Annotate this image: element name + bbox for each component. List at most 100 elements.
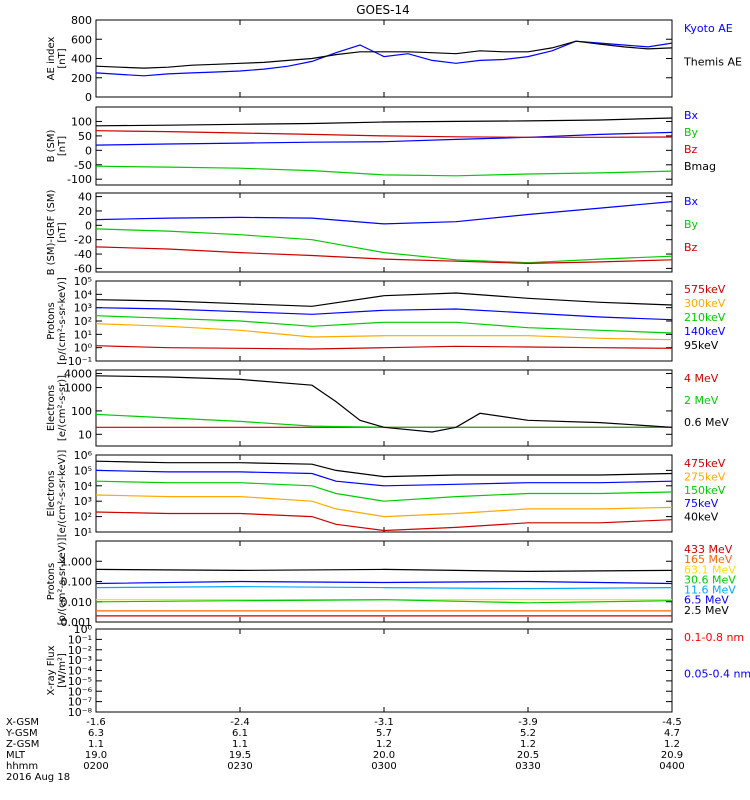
y-axis-label: [p/(cm²-s-sr-keV)] [57, 277, 68, 365]
y-tick-label: 100 [71, 115, 92, 128]
panel-protons2: 0.001 0.010 0.100 1.000 Protons [p/(cm²-s-sr-… [46, 538, 736, 629]
series-line-bz [95, 130, 673, 138]
legend-entry: Bmag [684, 160, 716, 173]
series-line-bz [95, 246, 673, 265]
orbit-table: X-GSM -1.6 -2.4 -3.1 -3.9 -4.5 Y-GSM 6.3 6.1 5.7 5… [5, 717, 685, 783]
series-line-210kev [95, 315, 673, 334]
y-tick-label: 1000 [64, 382, 92, 395]
y-tick-label: 10² [74, 315, 92, 328]
orbit-row-label: X-GSM [6, 717, 39, 728]
y-tick-label: 0 [85, 144, 92, 157]
legend-entry: Bz [684, 143, 698, 156]
orbit-row-label: Y-GSM [5, 728, 38, 739]
y-tick-label: 10⁻² [68, 644, 92, 657]
orbit-value: 1.2 [376, 739, 392, 750]
y-tick-label: 10⁻³ [68, 654, 92, 667]
legend-entry: 140keV [684, 325, 726, 338]
series-line-30-6-mev [95, 599, 673, 604]
series-line-475kev [95, 511, 673, 532]
orbit-value: -3.9 [518, 717, 538, 728]
legend-entry: Themis AE [683, 56, 742, 69]
orbit-value: 1.2 [520, 739, 536, 750]
y-tick-label: 10⁵ [74, 464, 92, 477]
y-axis-label: [nT] [57, 136, 68, 156]
panel-bsm: -100-50 050 100 B (SM) [nT] Bx By Bz Bmag [46, 106, 716, 186]
y-tick-label: 0.001 [61, 616, 93, 629]
orbit-value: -2.4 [230, 717, 250, 728]
orbit-value: 1.1 [232, 739, 248, 750]
y-axis-label: [p/(cm²-s-sr-keV)] [57, 538, 68, 626]
orbit-value: 6.3 [88, 728, 104, 739]
legend-entry: 0.05-0.4 nm [684, 668, 750, 681]
panel-ae: 0 200 400 600 800 AE index [nT] Kyoto AE Themis … [46, 14, 742, 104]
legend-entry: By [684, 218, 699, 231]
y-tick-label: 4000 [64, 367, 92, 380]
panel-electrons2: 10¹ 10² 10³ 10⁴ 10⁵ 10⁶ Electrons [e/(cm²-s-sr-… [46, 449, 726, 539]
series-line-275kev [95, 494, 673, 518]
y-tick-label: 10⁰ [74, 342, 93, 355]
y-axis-label: [nT] [57, 222, 68, 242]
y-axis-label: X-ray Flux [46, 645, 57, 695]
orbit-value: 0300 [371, 761, 396, 772]
series-line-95kev [95, 292, 673, 307]
y-tick-label: 10 [78, 428, 92, 441]
y-axis-label: Protons [46, 563, 57, 600]
y-tick-label: 800 [71, 14, 92, 27]
series-line-bmag [95, 117, 673, 127]
y-axis-label: [nT] [57, 48, 68, 68]
y-tick-label: 10⁵ [74, 275, 92, 288]
y-tick-label: 50 [78, 130, 92, 143]
panel-frame [95, 540, 673, 623]
series-line-150kev [95, 480, 673, 502]
y-tick-label: 10² [74, 511, 92, 524]
legend-entry: 150keV [684, 484, 726, 497]
legend-entry: 0.6 MeV [684, 416, 729, 429]
y-tick-label: 10⁻¹ [68, 355, 92, 368]
y-tick-label: 0.100 [61, 576, 93, 589]
panel-frame [95, 369, 673, 447]
y-tick-label: 10⁻⁶ [68, 685, 93, 698]
y-tick-label: -20 [74, 234, 92, 247]
y-axis-label: B (SM) [46, 129, 57, 162]
y-tick-label: 10⁻⁸ [68, 706, 93, 719]
series-line-kyoto-ae [95, 40, 673, 77]
series-line-bx [95, 201, 673, 225]
orbit-value: 5.7 [376, 728, 392, 739]
series-line-2-5-mev [95, 568, 673, 573]
legend-entry: 11.6 MeV [684, 584, 736, 597]
series-line-6-5-mev [95, 580, 673, 585]
legend-entry: 63.1 MeV [684, 563, 736, 576]
y-axis-label: B (SM)-IGRF (SM) [46, 190, 57, 276]
orbit-row-label: hhmm [6, 761, 38, 772]
y-tick-label: 1.000 [61, 555, 93, 568]
orbit-row-label: MLT [6, 750, 26, 761]
y-tick-label: 200 [71, 72, 92, 85]
legend-entry: 2 MeV [684, 394, 719, 407]
orbit-value: 0330 [515, 761, 540, 772]
legend-entry: 210keV [684, 311, 726, 324]
y-axis-label: Protons [46, 302, 57, 339]
orbit-value: 1.2 [664, 739, 680, 750]
panel-frame [95, 628, 673, 713]
y-tick-label: 10³ [74, 495, 92, 508]
orbit-row-label: Z-GSM [6, 739, 39, 750]
legend-entry: 475keV [684, 457, 726, 470]
y-tick-label: 20 [78, 205, 92, 218]
legend-entry: 75keV [684, 497, 719, 510]
series-line-2-mev [95, 413, 672, 428]
y-axis-label: [e/(cm²-s-sr)] [57, 375, 68, 441]
y-tick-label: 10¹ [74, 328, 92, 341]
orbit-value: -1.6 [86, 717, 106, 728]
legend-entry: 433 MeV [684, 543, 733, 556]
y-tick-label: 10⁶ [74, 449, 93, 462]
orbit-value: -4.5 [662, 717, 682, 728]
orbit-value: 4.7 [664, 728, 680, 739]
legend-entry: 4 MeV [684, 372, 719, 385]
legend-entry: Kyoto AE [684, 22, 733, 35]
legend-entry: 30.6 MeV [684, 573, 736, 586]
y-tick-label: 0 [85, 91, 92, 104]
legend-entry: 6.5 MeV [684, 594, 729, 607]
orbit-value: 20.0 [373, 750, 395, 761]
